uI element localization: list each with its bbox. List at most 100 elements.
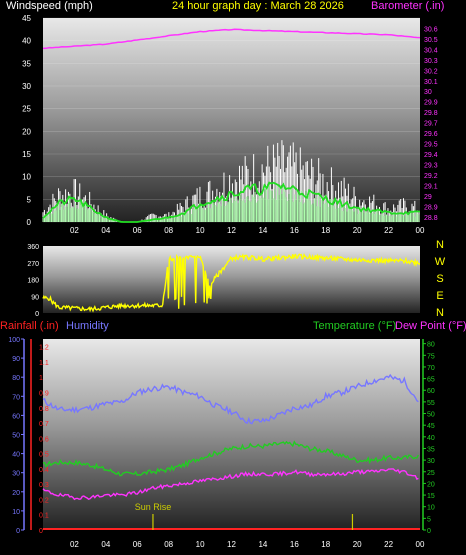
humidity-tick-label: 30 [12, 471, 20, 478]
climate-x-tick-label: 04 [101, 540, 110, 549]
wind-panel [43, 18, 420, 222]
compass-letter-s: S [436, 273, 443, 285]
dew-point-axis-label: Dew Point (°F) [395, 320, 466, 332]
humidity-tick-label: 60 [12, 413, 20, 420]
barometer-tick-label: 29.9 [424, 100, 438, 107]
wind-average-line [42, 181, 420, 223]
wind-tick-label: 5 [27, 195, 32, 204]
barometer-tick-label: 29.7 [424, 121, 438, 128]
sunrise-label: Sun Rise [135, 502, 172, 512]
barometer-tick-label: 29.8 [424, 110, 438, 117]
compass-letter-n: N [436, 307, 444, 319]
wind-tick-label: 15 [22, 150, 31, 159]
barometer-tick-label: 30.2 [424, 68, 438, 75]
barometer-tick-label: 29.5 [424, 142, 438, 149]
barometer-tick-label: 30.6 [424, 26, 438, 33]
wind-axis-label: Windspeed (mph) [6, 0, 93, 12]
temperature-tick-label: 25 [427, 470, 435, 477]
rain-tick-label: 0.4 [39, 467, 49, 474]
rain-tick-label: 0.2 [39, 497, 49, 504]
climate-x-tick-label: 18 [321, 540, 330, 549]
climate-x-tick-label: 22 [384, 540, 393, 549]
direction-panel [43, 246, 420, 313]
wind-x-tick-label: 22 [384, 226, 393, 235]
wind-x-tick-label: 08 [164, 226, 173, 235]
direction-tick-label: 360 [27, 244, 39, 251]
climate-x-tick-label: 10 [196, 540, 205, 549]
rain-tick-label: 1.1 [39, 360, 49, 367]
wind-x-tick-label: 06 [133, 226, 142, 235]
rain-tick-label: 0.7 [39, 421, 49, 428]
wind-tick-label: 45 [22, 14, 31, 23]
temperature-tick-label: 20 [427, 481, 435, 488]
rain-tick-label: 0.6 [39, 436, 49, 443]
temperature-tick-label: 70 [427, 365, 435, 372]
wind-tick-label: 35 [22, 59, 31, 68]
humidity-axis-label: Humidity [66, 320, 109, 332]
barometer-tick-label: 29.6 [424, 131, 438, 138]
rain-tick-label: 1 [39, 375, 43, 382]
direction-tick-label: 180 [27, 278, 39, 285]
barometer-axis-label: Barometer (.in) [371, 0, 445, 12]
barometer-tick-label: 28.9 [424, 204, 438, 211]
wind-x-tick-label: 00 [416, 226, 425, 235]
climate-x-tick-label: 00 [416, 540, 425, 549]
rain-tick-label: 0.8 [39, 406, 49, 413]
humidity-tick-label: 40 [12, 452, 20, 459]
wind-x-tick-label: 14 [258, 226, 267, 235]
temperature-tick-label: 65 [427, 377, 435, 384]
barometer-tick-label: 30.1 [424, 79, 438, 86]
barometer-tick-label: 30.4 [424, 47, 438, 54]
barometer-line [42, 28, 421, 50]
barometer-tick-label: 29.3 [424, 162, 438, 169]
humidity-tick-label: 100 [8, 337, 20, 344]
humidity-tick-label: 70 [12, 394, 20, 401]
wind-tick-label: 40 [22, 37, 31, 46]
climate-x-tick-label: 14 [258, 540, 267, 549]
temperature-tick-label: 40 [427, 435, 435, 442]
temperature-tick-label: 50 [427, 412, 435, 419]
direction-tick-label: 0 [35, 311, 39, 318]
direction-tick-label: 90 [31, 294, 39, 301]
compass-letter-e: E [436, 290, 443, 302]
wind-tick-label: 30 [22, 82, 31, 91]
temperature-tick-label: 0 [427, 528, 431, 535]
humidity-tick-label: 10 [12, 509, 20, 516]
chart-title: 24 hour graph day : March 28 2026 [172, 0, 344, 12]
wind-tick-label: 0 [27, 218, 32, 227]
climate-x-tick-label: 02 [70, 540, 79, 549]
dew-point-line [42, 468, 419, 501]
wind-x-tick-label: 18 [321, 226, 330, 235]
barometer-tick-label: 30.5 [424, 37, 438, 44]
wind-x-tick-label: 04 [101, 226, 110, 235]
barometer-tick-label: 29.4 [424, 152, 438, 159]
humidity-tick-label: 50 [12, 433, 20, 440]
temperature-tick-label: 30 [427, 458, 435, 465]
rain-tick-label: 0 [39, 528, 43, 535]
climate-panel [43, 339, 420, 530]
wind-tick-label: 10 [22, 173, 31, 182]
temperature-tick-label: 55 [427, 400, 435, 407]
temperature-tick-label: 60 [427, 388, 435, 395]
temperature-axis-label: Temperature (°F) [313, 320, 397, 332]
temperature-tick-label: 80 [427, 342, 435, 349]
temperature-line [42, 440, 420, 477]
wind-x-tick-label: 10 [196, 226, 205, 235]
wind-x-tick-label: 12 [227, 226, 236, 235]
temperature-tick-label: 35 [427, 446, 435, 453]
compass-letter-w: W [435, 256, 446, 268]
wind-tick-label: 25 [22, 105, 31, 114]
climate-x-tick-label: 06 [133, 540, 142, 549]
rain-tick-label: 1.2 [39, 345, 49, 352]
rainfall-axis-label: Rainfall (.in) [0, 320, 59, 332]
humidity-tick-label: 0 [16, 528, 20, 535]
barometer-tick-label: 29 [424, 194, 432, 201]
wind-x-tick-label: 02 [70, 226, 79, 235]
wind-direction-line [42, 253, 420, 313]
climate-x-tick-label: 08 [164, 540, 173, 549]
wind-x-tick-label: 20 [353, 226, 362, 235]
temperature-tick-label: 15 [427, 493, 435, 500]
barometer-tick-label: 29.2 [424, 173, 438, 180]
barometer-tick-label: 28.8 [424, 215, 438, 222]
barometer-tick-label: 29.1 [424, 183, 438, 190]
